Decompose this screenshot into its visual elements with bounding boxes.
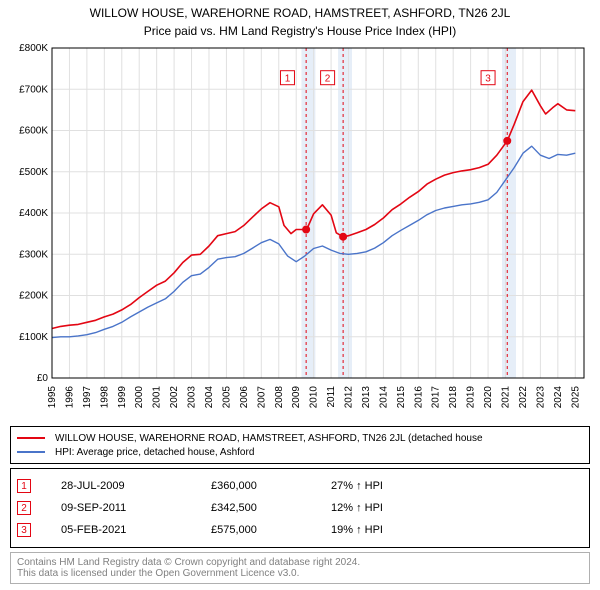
svg-text:2005: 2005 bbox=[221, 386, 232, 409]
svg-text:2008: 2008 bbox=[274, 386, 285, 409]
svg-text:2013: 2013 bbox=[361, 386, 372, 409]
legend-row: WILLOW HOUSE, WAREHORNE ROAD, HAMSTREET,… bbox=[17, 431, 583, 445]
sale-row: 3 05-FEB-2021 £575,000 19% ↑ HPI bbox=[17, 519, 583, 541]
sale-marker: 3 bbox=[17, 523, 31, 537]
svg-text:2025: 2025 bbox=[570, 386, 581, 409]
svg-text:£400K: £400K bbox=[19, 208, 48, 219]
title-area: WILLOW HOUSE, WAREHORNE ROAD, HAMSTREET,… bbox=[0, 0, 600, 38]
legend-swatch bbox=[17, 437, 45, 439]
attribution: Contains HM Land Registry data © Crown c… bbox=[10, 552, 590, 584]
svg-text:2010: 2010 bbox=[309, 386, 320, 409]
sale-price: £575,000 bbox=[211, 524, 331, 536]
svg-text:1995: 1995 bbox=[47, 386, 58, 409]
legend-label: HPI: Average price, detached house, Ashf… bbox=[55, 447, 254, 458]
legend-label: WILLOW HOUSE, WAREHORNE ROAD, HAMSTREET,… bbox=[55, 433, 483, 444]
sale-price: £360,000 bbox=[211, 480, 331, 492]
sale-price: £342,500 bbox=[211, 502, 331, 514]
legend-row: HPI: Average price, detached house, Ashf… bbox=[17, 445, 583, 459]
svg-text:1998: 1998 bbox=[99, 386, 110, 409]
svg-text:3: 3 bbox=[485, 74, 491, 85]
svg-text:£200K: £200K bbox=[19, 291, 48, 302]
svg-text:£100K: £100K bbox=[19, 332, 48, 343]
svg-text:2017: 2017 bbox=[431, 386, 442, 409]
chart-svg: £0 £100K £200K £300K £400K £500K £600K £700K £80… bbox=[10, 42, 590, 422]
svg-text:1996: 1996 bbox=[64, 386, 75, 409]
svg-text:2018: 2018 bbox=[448, 386, 459, 409]
sale-pct: 19% ↑ HPI bbox=[331, 524, 383, 536]
svg-text:£0: £0 bbox=[37, 373, 49, 384]
svg-text:2009: 2009 bbox=[291, 386, 302, 409]
svg-text:£800K: £800K bbox=[19, 43, 48, 54]
svg-text:2024: 2024 bbox=[553, 386, 564, 409]
svg-text:2012: 2012 bbox=[344, 386, 355, 409]
sale-date: 09-SEP-2011 bbox=[61, 502, 211, 514]
title-line2: Price paid vs. HM Land Registry's House … bbox=[0, 24, 600, 38]
svg-text:2001: 2001 bbox=[152, 386, 163, 409]
svg-text:£300K: £300K bbox=[19, 249, 48, 260]
svg-text:2006: 2006 bbox=[239, 386, 250, 409]
svg-text:2014: 2014 bbox=[378, 386, 389, 409]
svg-text:1999: 1999 bbox=[117, 386, 128, 409]
svg-text:2020: 2020 bbox=[483, 386, 494, 409]
svg-text:2011: 2011 bbox=[326, 386, 337, 408]
svg-text:2007: 2007 bbox=[256, 386, 267, 409]
svg-text:2016: 2016 bbox=[413, 386, 424, 409]
footer-line: This data is licensed under the Open Gov… bbox=[17, 568, 583, 579]
sale-pct: 12% ↑ HPI bbox=[331, 502, 383, 514]
sale-date: 28-JUL-2009 bbox=[61, 480, 211, 492]
svg-text:1997: 1997 bbox=[82, 386, 93, 409]
svg-text:2: 2 bbox=[325, 74, 331, 85]
svg-text:2002: 2002 bbox=[169, 386, 180, 409]
svg-text:1: 1 bbox=[285, 74, 291, 85]
sale-row: 1 28-JUL-2009 £360,000 27% ↑ HPI bbox=[17, 475, 583, 497]
svg-text:£500K: £500K bbox=[19, 167, 48, 178]
svg-text:2022: 2022 bbox=[518, 386, 529, 409]
sale-row: 2 09-SEP-2011 £342,500 12% ↑ HPI bbox=[17, 497, 583, 519]
svg-text:2019: 2019 bbox=[466, 386, 477, 409]
svg-text:2023: 2023 bbox=[535, 386, 546, 409]
svg-text:£600K: £600K bbox=[19, 126, 48, 137]
legend: WILLOW HOUSE, WAREHORNE ROAD, HAMSTREET,… bbox=[10, 426, 590, 464]
sale-pct: 27% ↑ HPI bbox=[331, 480, 383, 492]
svg-text:2003: 2003 bbox=[187, 386, 198, 409]
legend-swatch bbox=[17, 451, 45, 453]
title-line1: WILLOW HOUSE, WAREHORNE ROAD, HAMSTREET,… bbox=[0, 6, 600, 20]
sale-marker: 2 bbox=[17, 501, 31, 515]
svg-text:£700K: £700K bbox=[19, 84, 48, 95]
sale-marker: 1 bbox=[17, 479, 31, 493]
svg-text:2004: 2004 bbox=[204, 386, 215, 409]
svg-text:2000: 2000 bbox=[134, 386, 145, 409]
sales-table: 1 28-JUL-2009 £360,000 27% ↑ HPI 2 09-SE… bbox=[10, 468, 590, 548]
price-chart: £0 £100K £200K £300K £400K £500K £600K £700K £80… bbox=[10, 42, 590, 422]
footer-line: Contains HM Land Registry data © Crown c… bbox=[17, 557, 583, 568]
svg-text:2015: 2015 bbox=[396, 386, 407, 409]
sale-date: 05-FEB-2021 bbox=[61, 524, 211, 536]
svg-text:2021: 2021 bbox=[501, 386, 512, 409]
